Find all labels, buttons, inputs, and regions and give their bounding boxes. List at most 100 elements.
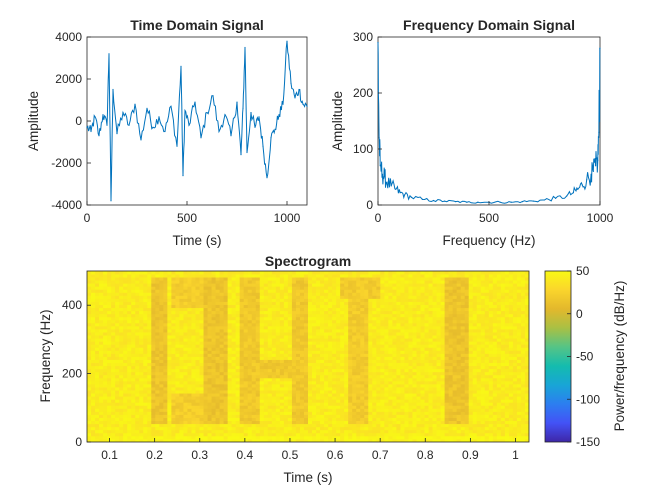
- spectrogram-cell: [340, 329, 345, 333]
- spectrogram-cell: [312, 283, 317, 287]
- spectrogram-cell: [171, 396, 176, 400]
- spectrogram-cell: [392, 280, 397, 284]
- spectrogram-cell: [151, 435, 156, 440]
- spectrogram-cell: [243, 377, 249, 382]
- spectrogram-cell: [127, 332, 132, 336]
- spectrogram-cell: [424, 347, 429, 351]
- spectrogram-cell: [332, 301, 337, 305]
- spectrogram-cell: [143, 283, 148, 287]
- spectrogram-cell: [388, 377, 393, 382]
- spectrogram-cell: [271, 344, 277, 348]
- spectrogram-cell: [123, 405, 128, 409]
- spectrogram-cell: [139, 338, 144, 342]
- spectrogram-cell: [380, 356, 385, 360]
- spectrogram-cell: [388, 338, 393, 342]
- spectrogram-cell: [187, 377, 192, 382]
- spectrogram-cell: [308, 313, 313, 318]
- spectrogram-cell: [364, 277, 369, 281]
- spectrogram-cell: [131, 377, 136, 382]
- spectrogram-cell: [139, 313, 144, 318]
- spectrogram-cell: [400, 283, 405, 287]
- spectrogram-cell: [376, 286, 381, 290]
- spectrogram-cell: [175, 417, 180, 422]
- spectrogram-cell: [388, 286, 393, 290]
- spectrogram-cell: [291, 377, 297, 382]
- spectrogram-cell: [123, 408, 128, 412]
- spectrogram-cell: [404, 399, 409, 403]
- spectrogram-cell: [191, 362, 196, 367]
- spectrogram-cell: [332, 280, 337, 284]
- spectrogram-cell: [175, 280, 180, 284]
- spectrogram-cell: [239, 277, 245, 281]
- spectrogram-cell: [432, 426, 437, 431]
- spectrogram-cell: [99, 387, 104, 391]
- spectrogram-cell: [115, 338, 120, 342]
- spectrogram-cell: [396, 432, 401, 437]
- spectrogram-cell: [207, 310, 212, 315]
- spectrogram-cell: [303, 313, 309, 318]
- spectrogram-cell: [195, 374, 200, 379]
- spectrogram-cell: [139, 383, 144, 388]
- spectrogram-cell: [320, 353, 325, 357]
- spectrogram-cell: [344, 344, 349, 348]
- spectrogram-cell: [312, 295, 317, 299]
- spectrogram-cell: [287, 371, 293, 376]
- spectrogram-cell: [356, 362, 361, 367]
- spectrogram-cell: [183, 307, 188, 312]
- spectrogram-cell: [299, 408, 305, 412]
- spectrogram-cell: [432, 377, 437, 382]
- spectrogram-cell: [251, 277, 257, 281]
- spectrogram-cell: [183, 423, 188, 428]
- spectrogram-cell: [376, 368, 381, 373]
- spectrogram-cell: [404, 286, 409, 290]
- spectrogram-cell: [235, 316, 241, 321]
- spectrogram-cell: [187, 341, 192, 345]
- spectrogram-cell: [303, 423, 309, 428]
- spectrogram-cell: [312, 411, 317, 415]
- spectrogram-cell: [183, 329, 188, 333]
- spectrogram-cell: [239, 341, 245, 345]
- spectrogram-cell: [179, 438, 184, 442]
- spectrogram-cell: [143, 417, 148, 422]
- spectrogram-cell: [412, 414, 417, 418]
- spectrogram-cell: [336, 362, 341, 367]
- spectrogram-cell: [308, 335, 313, 339]
- spectrogram-cell: [424, 322, 429, 327]
- spectrogram-cell: [103, 274, 108, 278]
- spectrogram-cell: [139, 319, 144, 324]
- spectrogram-cell: [171, 362, 176, 367]
- spectrogram-cell: [372, 426, 377, 431]
- spectrogram-cell: [352, 399, 357, 403]
- spectrogram-cell: [215, 411, 220, 415]
- spectrogram-cell: [139, 286, 144, 290]
- spectrogram-cell: [356, 387, 361, 391]
- spectrogram-cell: [267, 426, 273, 431]
- spectrogram-cell: [107, 429, 112, 434]
- spectrogram-cell: [303, 402, 309, 406]
- spectrogram-cell: [111, 319, 116, 324]
- spectrogram-cell: [420, 332, 425, 336]
- spectrogram-cell: [263, 316, 269, 321]
- spectrogram-cell: [95, 432, 100, 437]
- spectrogram-cell: [271, 429, 277, 434]
- spectrogram-cell: [424, 335, 429, 339]
- spectrogram-cell: [255, 432, 261, 437]
- spectrogram-cell: [215, 362, 220, 367]
- spectrogram-cell: [392, 301, 397, 305]
- spectrogram-cell: [107, 332, 112, 336]
- spectrogram-cell: [243, 350, 249, 354]
- spectrogram-cell: [360, 319, 365, 324]
- spectrogram-cell: [227, 387, 233, 391]
- spectrogram-cell: [396, 344, 401, 348]
- spectrogram-cell: [320, 313, 325, 318]
- spectrogram-cell: [255, 414, 261, 418]
- spectrogram-cell: [308, 325, 313, 330]
- spectrogram-cell: [364, 322, 369, 327]
- spectrogram-cell: [155, 283, 160, 287]
- time-domain-ytick-label: -2000: [51, 156, 82, 170]
- spectrogram-cell: [396, 307, 401, 312]
- spectrogram-cell: [247, 405, 253, 409]
- spectrogram-cell: [275, 338, 281, 342]
- spectrogram-cell: [155, 322, 160, 327]
